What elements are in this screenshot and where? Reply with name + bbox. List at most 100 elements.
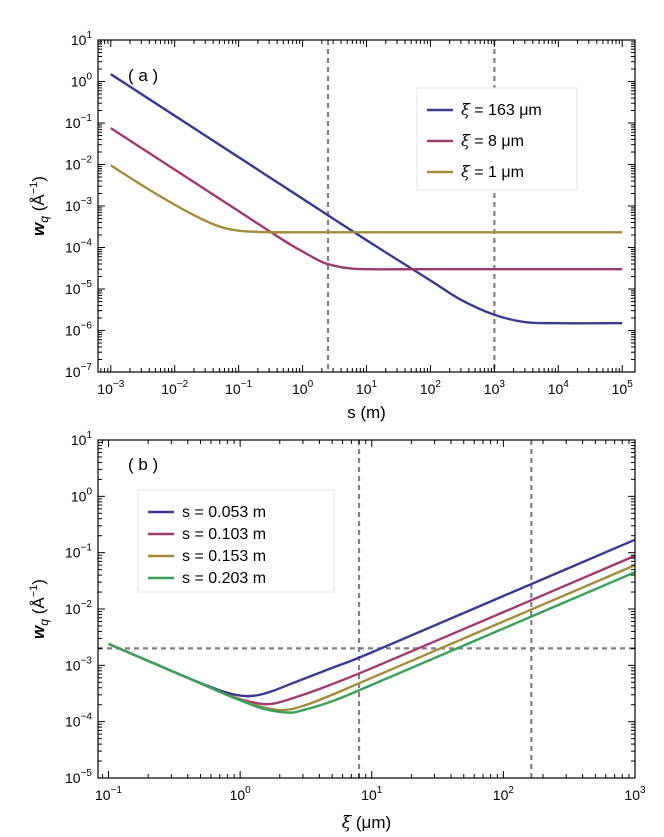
legend-label-symbol: ξ: [461, 131, 471, 150]
series-group: [110, 73, 623, 325]
legend-label-text: s = 0.153 m: [182, 548, 266, 565]
x-tick-label: 10−1: [225, 379, 252, 397]
y-axis-title-subscript: q: [37, 216, 51, 223]
x-axis-title: ξ (μm): [342, 813, 391, 833]
x-tick-base: 10: [356, 381, 372, 397]
legend-box: [137, 489, 335, 593]
y-tick-base: 10: [65, 601, 81, 617]
legend-label: s = 0.203 m: [182, 570, 266, 587]
series-line-1: [110, 127, 623, 271]
y-axis-title-exponent: −1: [28, 585, 40, 598]
y-tick-label: 10−5: [65, 768, 92, 786]
y-tick-base: 10: [65, 545, 81, 561]
x-tick-exponent: −1: [241, 379, 253, 390]
x-tick-base: 10: [95, 787, 111, 803]
x-axis-title-text: s (m): [347, 403, 386, 422]
series-line-2: [110, 164, 623, 234]
y-tick-label: 100: [71, 72, 93, 90]
y-tick-exponent: −4: [81, 238, 93, 249]
y-tick-label: 100: [71, 486, 93, 504]
x-tick-label: 10−3: [97, 379, 124, 397]
y-tick-label: 10−6: [65, 321, 92, 339]
y-tick-label: 10−3: [65, 196, 92, 214]
legend-label-symbol: ξ: [461, 162, 471, 181]
y-tick-exponent: 1: [86, 430, 92, 441]
y-axis-title-main: w: [29, 221, 48, 236]
legend-label: ξ = 1 μm: [461, 162, 524, 181]
x-tick-exponent: 2: [435, 379, 441, 390]
y-axis-title: wq (Å−1): [28, 176, 51, 236]
x-tick-exponent: 5: [627, 379, 633, 390]
x-tick-base: 10: [361, 787, 377, 803]
y-tick-base: 10: [65, 714, 81, 730]
y-tick-base: 10: [71, 432, 87, 448]
y-tick-label: 101: [71, 430, 93, 448]
y-tick-base: 10: [65, 770, 81, 786]
legend: s = 0.053 m s = 0.103 m s = 0.153 m s = 0.2…: [137, 489, 335, 593]
y-tick-exponent: −3: [81, 196, 93, 207]
x-tick-label: 102: [420, 379, 442, 397]
x-tick-label: 100: [292, 379, 314, 397]
x-axis-title-symbol: ξ: [342, 813, 353, 833]
y-tick-exponent: 0: [86, 486, 92, 497]
y-axis-title-unit: (Å: [29, 597, 48, 619]
legend-label: s = 0.053 m: [182, 504, 266, 521]
x-tick-label: 104: [548, 379, 570, 397]
panel-b: 10−1 100 101 102 10310−510−410−310−210−11001…: [28, 430, 646, 833]
x-tick-base: 10: [612, 381, 628, 397]
legend-label-text: s = 0.053 m: [182, 504, 266, 521]
y-tick-label: 10−1: [65, 543, 92, 561]
y-tick-exponent: −5: [81, 279, 93, 290]
x-tick-exponent: 0: [245, 785, 251, 796]
x-tick-label: 101: [361, 785, 383, 803]
y-tick-exponent: −7: [81, 362, 93, 373]
y-tick-exponent: −3: [81, 655, 93, 666]
x-tick-label: 10−1: [95, 785, 122, 803]
x-tick-exponent: 3: [499, 379, 505, 390]
x-tick-base: 10: [161, 381, 177, 397]
y-tick-label: 10−2: [65, 155, 92, 173]
y-tick-exponent: −1: [81, 113, 93, 124]
x-tick-label: 105: [612, 379, 634, 397]
y-tick-base: 10: [71, 74, 87, 90]
x-tick-label: 100: [230, 785, 252, 803]
panel-label: ( a ): [128, 66, 158, 85]
y-tick-base: 10: [65, 115, 81, 131]
x-tick-exponent: −1: [111, 785, 123, 796]
legend-label-symbol: ξ: [461, 100, 471, 119]
y-tick-label: 10−3: [65, 655, 92, 673]
x-tick-base: 10: [484, 381, 500, 397]
y-tick-base: 10: [71, 32, 87, 48]
x-tick-label: 103: [484, 379, 506, 397]
legend-label-text: = 8 μm: [470, 133, 524, 150]
y-tick-exponent: −1: [81, 543, 93, 554]
x-tick-label: 102: [493, 785, 515, 803]
x-tick-base: 10: [548, 381, 564, 397]
legend-label-text: = 163 μm: [470, 102, 542, 119]
x-tick-exponent: −2: [177, 379, 189, 390]
y-axis-title-main: w: [29, 624, 48, 639]
x-tick-base: 10: [624, 787, 640, 803]
legend-label: s = 0.153 m: [182, 548, 266, 565]
x-tick-exponent: 3: [640, 785, 646, 796]
y-tick-base: 10: [65, 198, 81, 214]
y-tick-label: 10−7: [65, 362, 92, 380]
y-tick-exponent: −4: [81, 712, 93, 723]
x-tick-label: 101: [356, 379, 378, 397]
legend: ξ = 163 μmξ = 8 μmξ = 1 μm: [416, 87, 578, 191]
x-tick-base: 10: [292, 381, 308, 397]
x-tick-base: 10: [225, 381, 241, 397]
y-tick-base: 10: [65, 157, 81, 173]
y-tick-exponent: 1: [86, 30, 92, 41]
y-tick-label: 10−2: [65, 599, 92, 617]
y-tick-base: 10: [65, 364, 81, 380]
y-tick-exponent: −2: [81, 155, 93, 166]
series-line-3: [108, 571, 635, 714]
legend-label-text: s = 0.103 m: [182, 526, 266, 543]
y-tick-label: 10−1: [65, 113, 92, 131]
legend-label: ξ = 163 μm: [461, 100, 542, 119]
x-tick-exponent: 1: [372, 379, 378, 390]
reference-lines: [98, 440, 635, 778]
x-tick-label: 10−2: [161, 379, 188, 397]
